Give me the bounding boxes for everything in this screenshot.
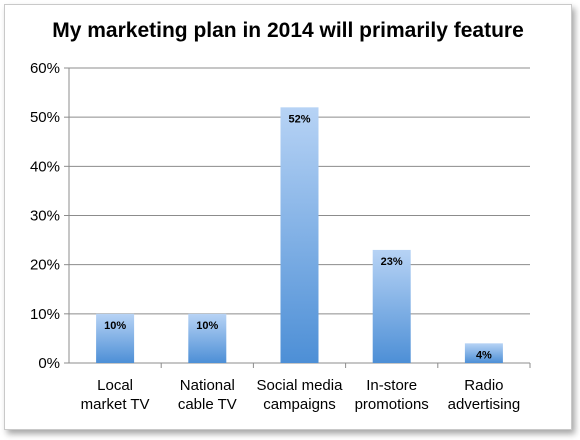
- x-category-label: campaigns: [263, 396, 336, 413]
- data-label: 52%: [288, 113, 310, 125]
- bar: [188, 313, 227, 363]
- x-category-label: market TV: [81, 396, 150, 413]
- y-tick-label: 10%: [30, 306, 60, 323]
- bar: [464, 343, 503, 363]
- x-category-label: advertising: [448, 396, 521, 413]
- x-category-label: National: [180, 377, 235, 394]
- x-category-label: In-store: [366, 377, 417, 394]
- x-category-label: Local: [97, 377, 133, 394]
- x-category-label: cable TV: [178, 396, 237, 413]
- y-tick-label: 60%: [30, 60, 60, 77]
- y-tick-label: 0%: [38, 355, 60, 372]
- bar: [96, 313, 135, 363]
- bar: [280, 107, 319, 363]
- y-tick-label: 30%: [30, 208, 60, 225]
- y-tick-label: 20%: [30, 257, 60, 274]
- chart-frame: My marketing plan in 2014 will primarily…: [4, 4, 572, 430]
- data-label: 23%: [381, 256, 403, 268]
- data-label: 10%: [196, 320, 218, 332]
- chart-title: My marketing plan in 2014 will primarily…: [52, 19, 524, 42]
- data-label: 4%: [476, 349, 492, 361]
- x-category-label: Radio: [464, 377, 503, 394]
- y-tick-label: 40%: [30, 158, 60, 175]
- x-category-label: promotions: [355, 396, 429, 413]
- bar-chart: 0% 10% 20% 30% 40% 50% 60% 10% Local market TV 10%…: [30, 60, 531, 413]
- y-tick-label: 50%: [30, 109, 60, 126]
- bar: [372, 249, 411, 363]
- x-category-label: Social media: [257, 377, 344, 394]
- data-label: 10%: [104, 320, 126, 332]
